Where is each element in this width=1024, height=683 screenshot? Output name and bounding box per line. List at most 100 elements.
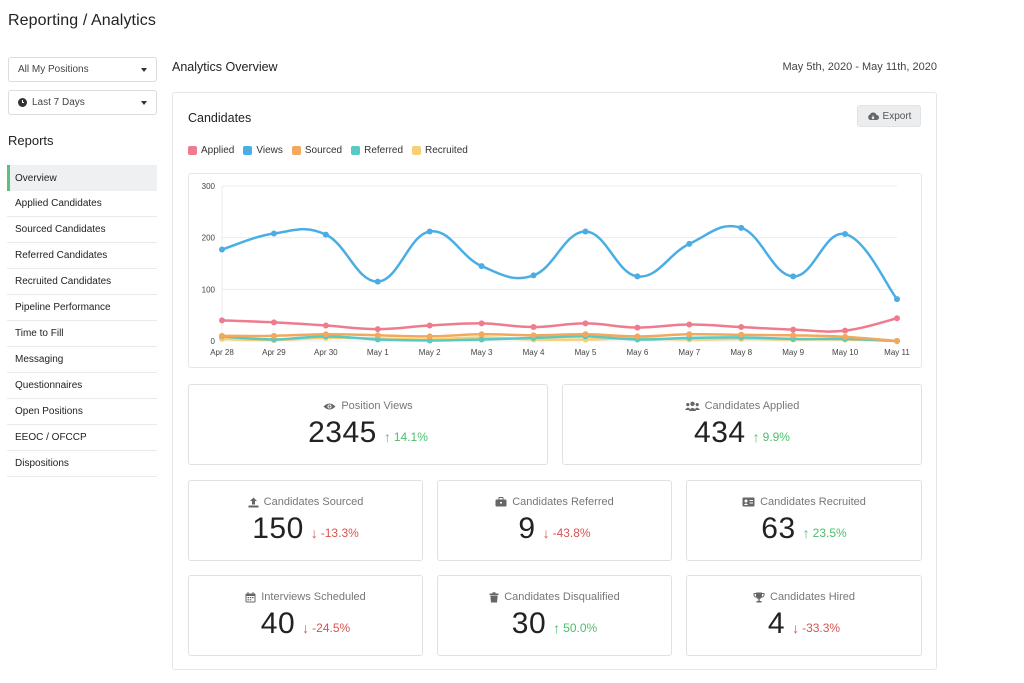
stat-change-value: 9.9% <box>762 430 790 444</box>
legend-label: Recruited <box>425 145 468 156</box>
data-point-views[interactable] <box>374 278 381 285</box>
x-tick-label: May 6 <box>626 348 648 357</box>
data-point-sourced[interactable] <box>842 333 849 340</box>
data-point-views[interactable] <box>478 263 485 270</box>
cloud-download-icon <box>867 112 879 120</box>
data-point-applied[interactable] <box>426 322 433 329</box>
arrow-down-icon: ↓ <box>302 620 310 636</box>
data-point-views[interactable] <box>322 231 329 238</box>
legend-label: Sourced <box>304 145 343 156</box>
period-select[interactable]: Last 7 Days <box>8 90 157 115</box>
sidebar-item-time-to-fill[interactable]: Time to Fill <box>7 321 157 347</box>
stat-change: ↑ 50.0% <box>553 620 597 636</box>
stat-change-value: -33.3% <box>802 621 841 635</box>
data-point-sourced[interactable] <box>686 331 693 338</box>
stat-value: 4 <box>767 607 786 640</box>
sidebar-item-dispositions[interactable]: Dispositions <box>7 451 157 477</box>
stat-change: ↑ 23.5% <box>803 525 847 541</box>
export-button[interactable]: Export <box>857 105 921 127</box>
data-point-applied[interactable] <box>270 319 277 326</box>
data-point-views[interactable] <box>582 228 589 235</box>
caret-down-icon <box>141 101 147 105</box>
stat-change: ↓ -43.8% <box>543 525 591 541</box>
legend-item-views[interactable]: Views <box>243 145 283 156</box>
data-point-sourced[interactable] <box>374 332 381 339</box>
data-point-sourced[interactable] <box>790 332 797 339</box>
sidebar-item-recruited-candidates[interactable]: Recruited Candidates <box>7 269 157 295</box>
data-point-applied[interactable] <box>530 324 537 331</box>
sidebar-item-overview[interactable]: Overview <box>7 165 157 191</box>
y-tick-label: 0 <box>211 337 216 346</box>
data-point-applied[interactable] <box>219 317 225 324</box>
data-point-views[interactable] <box>219 246 225 253</box>
x-tick-label: Apr 30 <box>314 348 338 357</box>
sidebar-item-questionnaires[interactable]: Questionnaires <box>7 373 157 399</box>
data-point-applied[interactable] <box>582 320 589 327</box>
sidebar-item-open-positions[interactable]: Open Positions <box>7 399 157 425</box>
sidebar-item-applied-candidates[interactable]: Applied Candidates <box>7 191 157 217</box>
sidebar-item-messaging[interactable]: Messaging <box>7 347 157 373</box>
data-point-referred[interactable] <box>374 336 381 343</box>
export-button-label: Export <box>882 110 912 122</box>
arrow-up-icon: ↑ <box>383 429 391 445</box>
arrow-up-icon: ↑ <box>802 525 810 541</box>
stat-candidates-disqualified: Candidates Disqualified 30 ↑ 50.0% <box>437 575 672 656</box>
data-point-views[interactable] <box>686 240 693 247</box>
sidebar-item-sourced-candidates[interactable]: Sourced Candidates <box>7 217 157 243</box>
data-point-views[interactable] <box>426 228 433 235</box>
legend-item-applied[interactable]: Applied <box>188 145 234 156</box>
data-point-views[interactable] <box>894 296 900 303</box>
x-tick-label: May 9 <box>782 348 804 357</box>
users-icon <box>684 401 700 411</box>
data-point-referred[interactable] <box>426 337 433 344</box>
legend-item-sourced[interactable]: Sourced <box>291 145 343 156</box>
x-tick-label: May 2 <box>419 348 441 357</box>
data-point-applied[interactable] <box>894 315 900 322</box>
data-point-sourced[interactable] <box>738 331 745 338</box>
data-point-views[interactable] <box>738 224 745 231</box>
data-point-sourced[interactable] <box>478 331 485 338</box>
data-point-applied[interactable] <box>686 321 693 328</box>
reports-heading: Reports <box>8 133 54 148</box>
candidates-line-chart: 0 100 200 300 Apr 28 Apr 29 Apr 30 May 1 May 2 Ma… <box>202 182 911 357</box>
data-point-applied[interactable] <box>478 320 485 327</box>
data-point-sourced[interactable] <box>219 332 225 339</box>
analytics-overview-title: Analytics Overview <box>172 60 278 74</box>
data-point-applied[interactable] <box>322 322 329 329</box>
data-point-sourced[interactable] <box>634 333 641 340</box>
data-point-applied[interactable] <box>738 324 745 331</box>
y-tick-label: 100 <box>202 285 216 294</box>
data-point-sourced[interactable] <box>426 333 433 340</box>
data-point-sourced[interactable] <box>530 332 537 339</box>
data-point-referred[interactable] <box>478 336 485 343</box>
data-point-views[interactable] <box>842 231 849 238</box>
data-point-views[interactable] <box>634 273 641 280</box>
caret-down-icon <box>141 68 147 72</box>
x-tick-label: Apr 29 <box>262 348 286 357</box>
data-point-sourced[interactable] <box>894 338 900 344</box>
stat-candidates-applied: Candidates Applied 434 ↑ 9.9% <box>562 384 922 465</box>
period-select-value: Last 7 Days <box>32 97 85 108</box>
data-point-applied[interactable] <box>374 326 381 333</box>
x-tick-label: Apr 28 <box>210 348 234 357</box>
candidates-card: Candidates Export Applied Views Sourced … <box>172 92 937 670</box>
data-point-applied[interactable] <box>634 324 641 331</box>
legend-item-referred[interactable]: Referred <box>351 145 403 156</box>
data-point-sourced[interactable] <box>322 331 329 338</box>
data-point-views[interactable] <box>270 230 277 237</box>
sidebar-item-referred-candidates[interactable]: Referred Candidates <box>7 243 157 269</box>
date-range: May 5th, 2020 - May 11th, 2020 <box>782 61 938 73</box>
stat-candidates-hired: Candidates Hired 4 ↓ -33.3% <box>686 575 922 656</box>
positions-select[interactable]: All My Positions <box>8 57 157 82</box>
sidebar-item-eeoc-ofccp[interactable]: EEOC / OFCCP <box>7 425 157 451</box>
stat-value: 30 <box>511 607 547 640</box>
legend-item-recruited[interactable]: Recruited <box>412 145 468 156</box>
data-point-sourced[interactable] <box>582 331 589 338</box>
sidebar-item-pipeline-performance[interactable]: Pipeline Performance <box>7 295 157 321</box>
data-point-views[interactable] <box>530 272 537 279</box>
data-point-views[interactable] <box>790 273 797 280</box>
data-point-applied[interactable] <box>790 326 797 333</box>
series-line-views <box>221 224 898 300</box>
data-point-sourced[interactable] <box>270 332 277 339</box>
data-point-applied[interactable] <box>842 327 849 334</box>
